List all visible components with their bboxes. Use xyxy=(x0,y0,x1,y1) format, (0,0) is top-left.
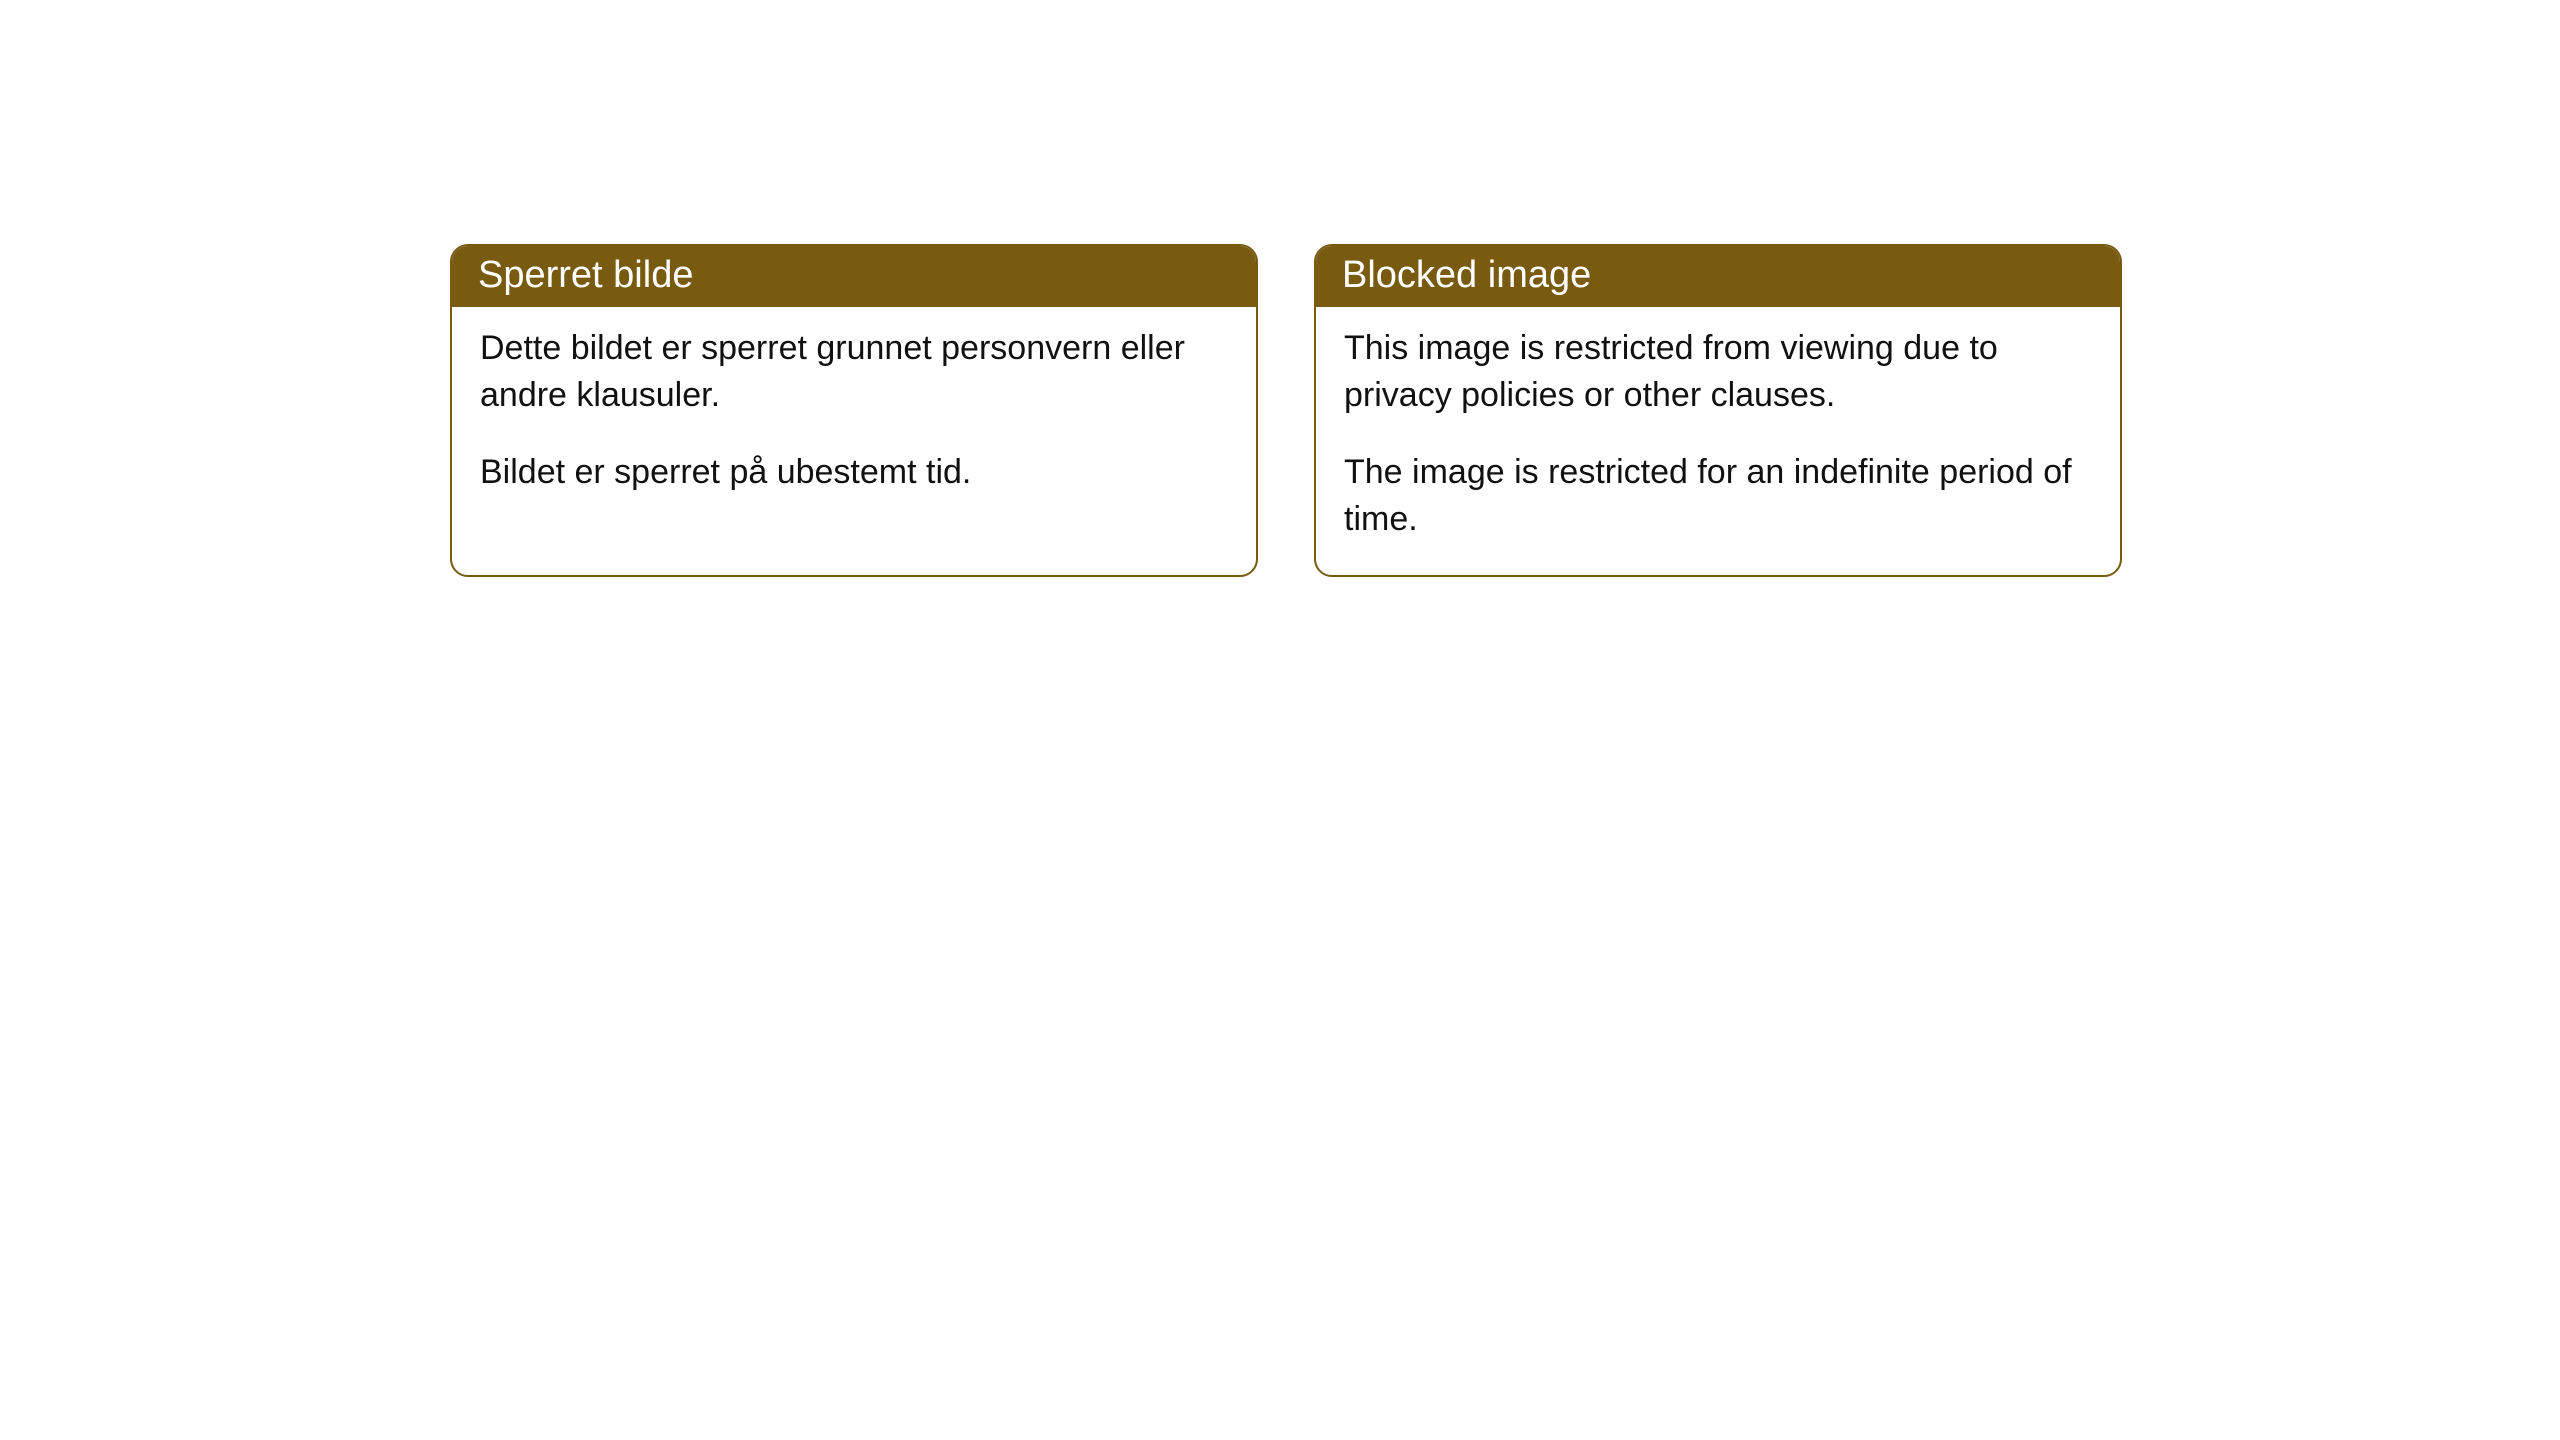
card-paragraph: This image is restricted from viewing du… xyxy=(1344,325,2092,419)
card-body: Dette bildet er sperret grunnet personve… xyxy=(452,307,1256,528)
card-title: Sperret bilde xyxy=(478,254,693,296)
card-body: This image is restricted from viewing du… xyxy=(1316,307,2120,575)
card-paragraph: Dette bildet er sperret grunnet personve… xyxy=(480,325,1228,419)
card-header: Sperret bilde xyxy=(452,246,1256,307)
blocked-image-card-en: Blocked image This image is restricted f… xyxy=(1314,244,2122,577)
card-title: Blocked image xyxy=(1342,254,1591,296)
card-paragraph: The image is restricted for an indefinit… xyxy=(1344,449,2092,543)
notice-cards-container: Sperret bilde Dette bildet er sperret gr… xyxy=(0,0,2560,577)
blocked-image-card-no: Sperret bilde Dette bildet er sperret gr… xyxy=(450,244,1258,577)
card-header: Blocked image xyxy=(1316,246,2120,307)
card-paragraph: Bildet er sperret på ubestemt tid. xyxy=(480,449,1228,496)
